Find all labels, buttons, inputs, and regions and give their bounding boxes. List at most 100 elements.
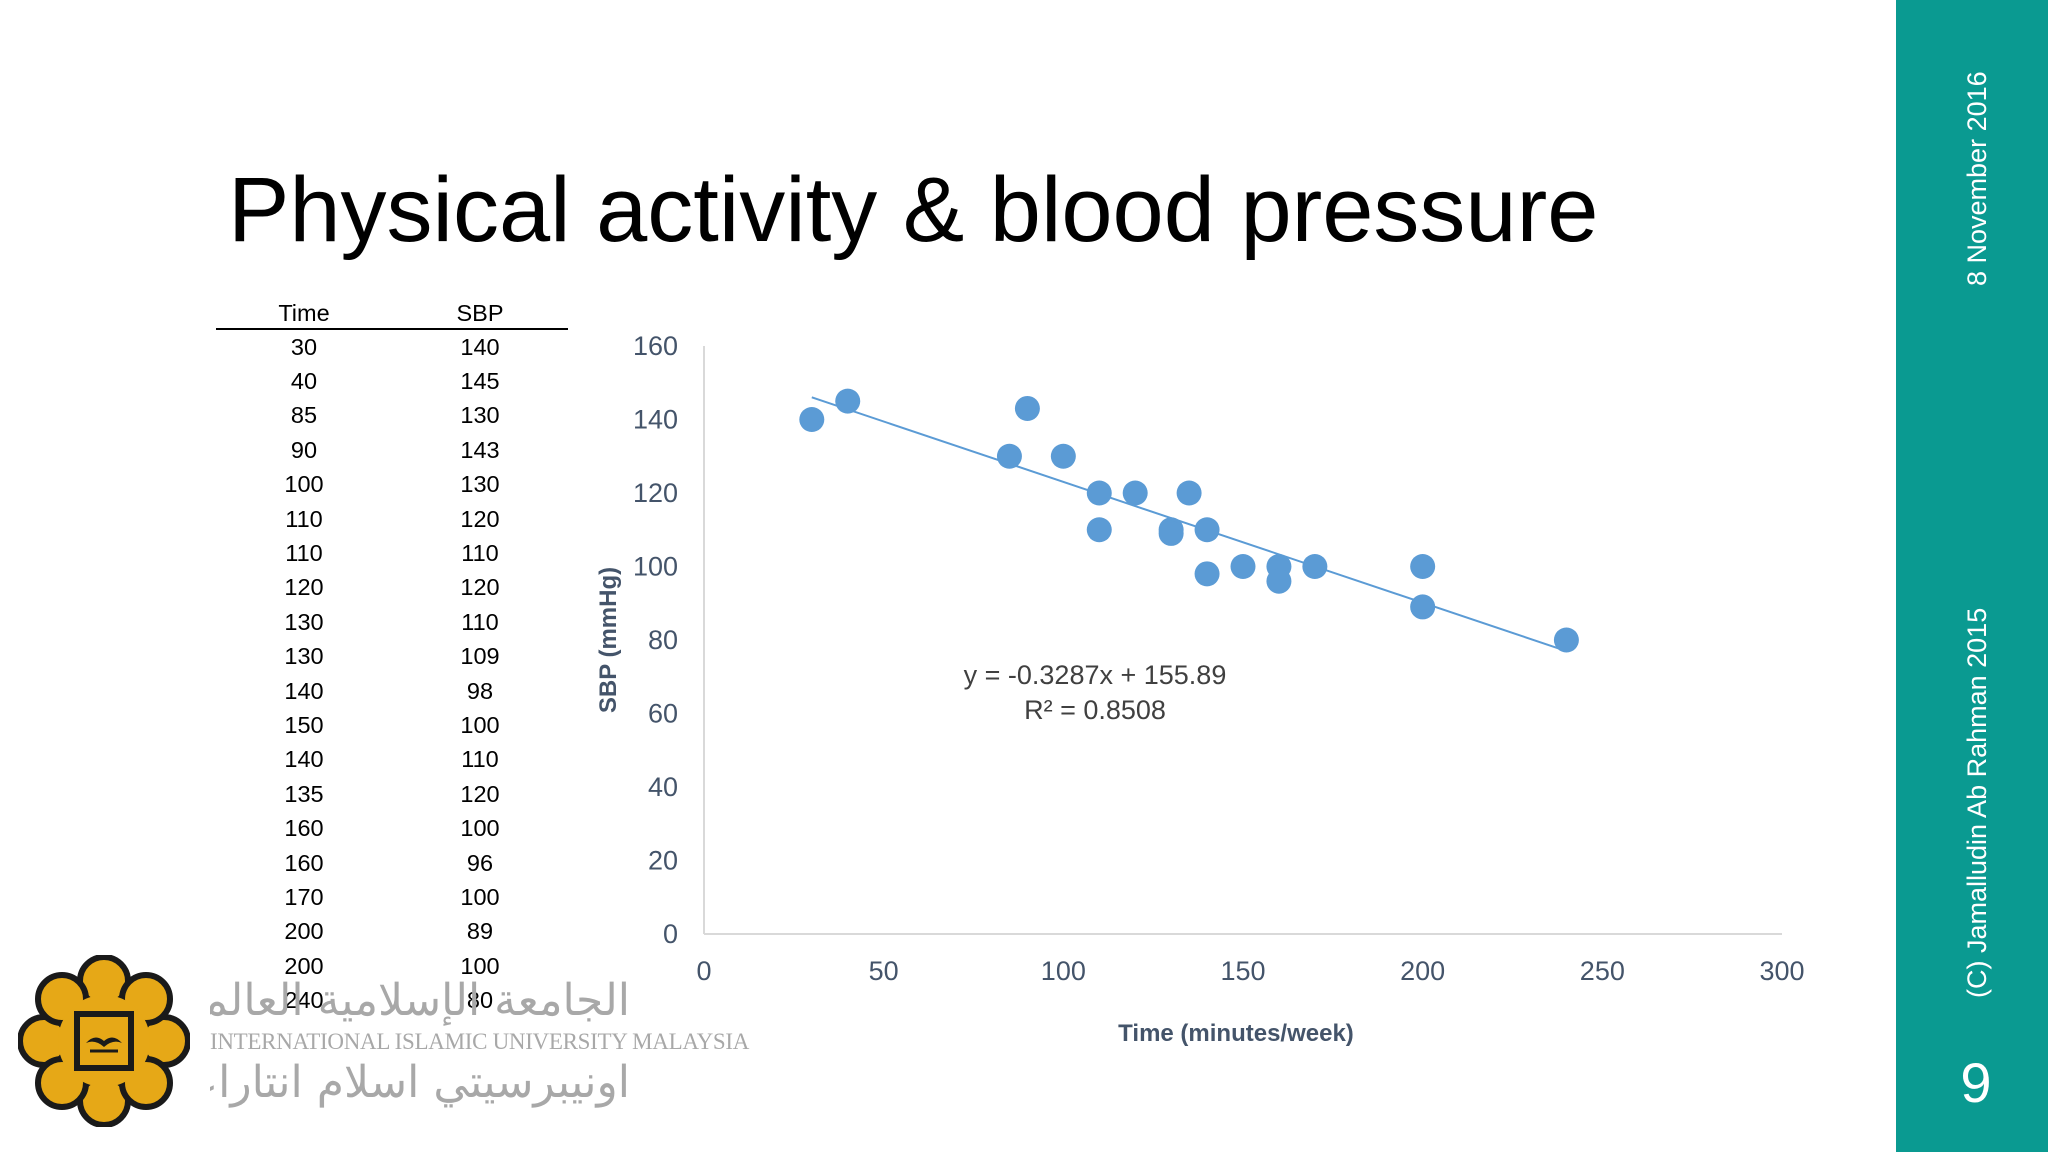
data-point — [1194, 561, 1220, 587]
iium-emblem-icon — [18, 955, 190, 1127]
y-tick-label: 40 — [648, 772, 678, 802]
table-row: 100 130 — [216, 468, 568, 502]
table-header-time: Time — [216, 298, 392, 330]
data-point — [1410, 594, 1436, 620]
university-wordmark: الجامعة الإسلامية العالمية ماليزيا INTER… — [210, 975, 750, 1109]
x-tick-label: 0 — [696, 956, 711, 986]
x-axis-label: Time (minutes/week) — [1118, 1020, 1354, 1047]
table-cell-time: 90 — [290, 436, 318, 463]
table-cell-time: 130 — [284, 643, 324, 670]
slide-number: 9 — [1960, 1051, 1992, 1114]
table-cell-time: 40 — [290, 368, 318, 395]
table-row: 200 89 — [216, 915, 568, 949]
table-row: 90 143 — [216, 433, 568, 467]
y-tick-label: 60 — [648, 699, 678, 729]
table-cell-sbp: 100 — [460, 883, 500, 910]
table-cell-time: 100 — [284, 471, 324, 498]
data-point — [1194, 517, 1220, 543]
table-cell-time: 200 — [284, 918, 324, 945]
table-row: 140 98 — [216, 674, 568, 708]
y-tick-label: 80 — [648, 625, 678, 655]
trendline — [811, 396, 1567, 652]
data-point — [1086, 517, 1112, 543]
data-point — [835, 388, 861, 414]
table-cell-sbp: 145 — [460, 368, 500, 395]
table-header-sbp: SBP — [392, 298, 568, 330]
table-row: 110 110 — [216, 536, 568, 570]
logo-malay-text: اونيبرسيتي اسلام انتاراڠسا مليسيا — [210, 1057, 630, 1108]
table-cell-sbp: 100 — [460, 815, 500, 842]
logo-arabic-text: الجامعة الإسلامية العالمية ماليزيا — [210, 975, 630, 1026]
y-axis-label: SBP (mmHg) — [595, 567, 622, 713]
table-cell-sbp: 100 — [460, 711, 500, 738]
y-tick-label: 100 — [633, 552, 678, 582]
data-point — [1266, 568, 1292, 594]
logo-english-text: INTERNATIONAL ISLAMIC UNIVERSITY MALAYSI… — [210, 1029, 750, 1054]
table-cell-sbp: 110 — [461, 540, 499, 567]
table-cell-sbp: 89 — [466, 918, 494, 945]
table-row: 110 120 — [216, 502, 568, 536]
table-cell-time: 170 — [284, 883, 324, 910]
data-point — [1176, 480, 1202, 506]
table-row: 120 120 — [216, 571, 568, 605]
table-cell-sbp: 98 — [466, 677, 494, 704]
y-tick-label: 0 — [663, 919, 678, 949]
data-point — [1158, 520, 1184, 546]
trendline-equation: y = -0.3287x + 155.89 — [964, 660, 1227, 690]
table-row: 240 80 — [216, 983, 568, 1017]
table-row: 170 100 — [216, 880, 568, 914]
table-cell-time: 140 — [284, 746, 324, 773]
table-cell-time: 110 — [285, 540, 323, 567]
table-row: 130 110 — [216, 605, 568, 639]
table-row: 85 130 — [216, 399, 568, 433]
table-row: 135 120 — [216, 777, 568, 811]
table-row: 160 100 — [216, 811, 568, 845]
table-row: 30 140 — [216, 329, 568, 364]
table-cell-sbp: 130 — [460, 471, 500, 498]
table-row: 130 109 — [216, 640, 568, 674]
table-cell-sbp: 130 — [460, 402, 500, 429]
table-cell-time: 200 — [284, 952, 324, 979]
table-cell-time: 130 — [284, 608, 324, 635]
data-point — [1410, 554, 1436, 579]
x-tick-label: 200 — [1400, 956, 1445, 986]
data-point — [799, 407, 825, 432]
data-point — [1302, 554, 1328, 579]
table-cell-sbp: 120 — [460, 780, 500, 807]
data-point — [1158, 517, 1184, 543]
x-tick-label: 100 — [1041, 956, 1086, 986]
table-row: 140 110 — [216, 743, 568, 777]
trendline-r-squared: R² = 0.8508 — [1024, 695, 1166, 725]
slide-copyright: (C) Jamalludin Ab Rahman 2015 — [1962, 607, 1992, 998]
table-cell-sbp: 110 — [461, 746, 499, 773]
x-tick-label: 250 — [1580, 956, 1625, 986]
table-cell-time: 150 — [284, 711, 324, 738]
table-cell-time: 135 — [284, 780, 324, 807]
data-point — [996, 443, 1022, 469]
table-cell-sbp: 109 — [460, 643, 500, 670]
y-tick-label: 20 — [648, 846, 678, 876]
table-cell-time: 160 — [284, 849, 324, 876]
table-cell-time: 240 — [284, 987, 324, 1014]
slide-title: Physical activity & blood pressure — [228, 159, 1599, 261]
table-cell-time: 120 — [284, 574, 324, 601]
data-point — [1230, 554, 1256, 579]
table-cell-sbp: 120 — [460, 574, 500, 601]
table-cell-time: 140 — [284, 677, 324, 704]
y-tick-label: 120 — [633, 478, 678, 508]
x-tick-label: 150 — [1220, 956, 1265, 986]
table-cell-sbp: 80 — [466, 987, 494, 1014]
table-cell-time: 85 — [290, 402, 318, 429]
table-cell-time: 160 — [284, 815, 324, 842]
data-point — [1266, 554, 1292, 579]
data-table: Time SBP 30 140 40 145 85 130 90 143 100 130 110 12… — [216, 298, 568, 1018]
x-tick-label: 300 — [1759, 956, 1804, 986]
table-row: 150 100 — [216, 708, 568, 742]
y-tick-label: 160 — [633, 331, 678, 361]
data-point — [1553, 627, 1579, 653]
data-point — [1050, 443, 1076, 469]
side-band — [1896, 0, 2048, 1152]
table-cell-time: 30 — [290, 333, 318, 360]
table-cell-sbp: 140 — [460, 333, 500, 360]
table-row: 200 100 — [216, 949, 568, 983]
